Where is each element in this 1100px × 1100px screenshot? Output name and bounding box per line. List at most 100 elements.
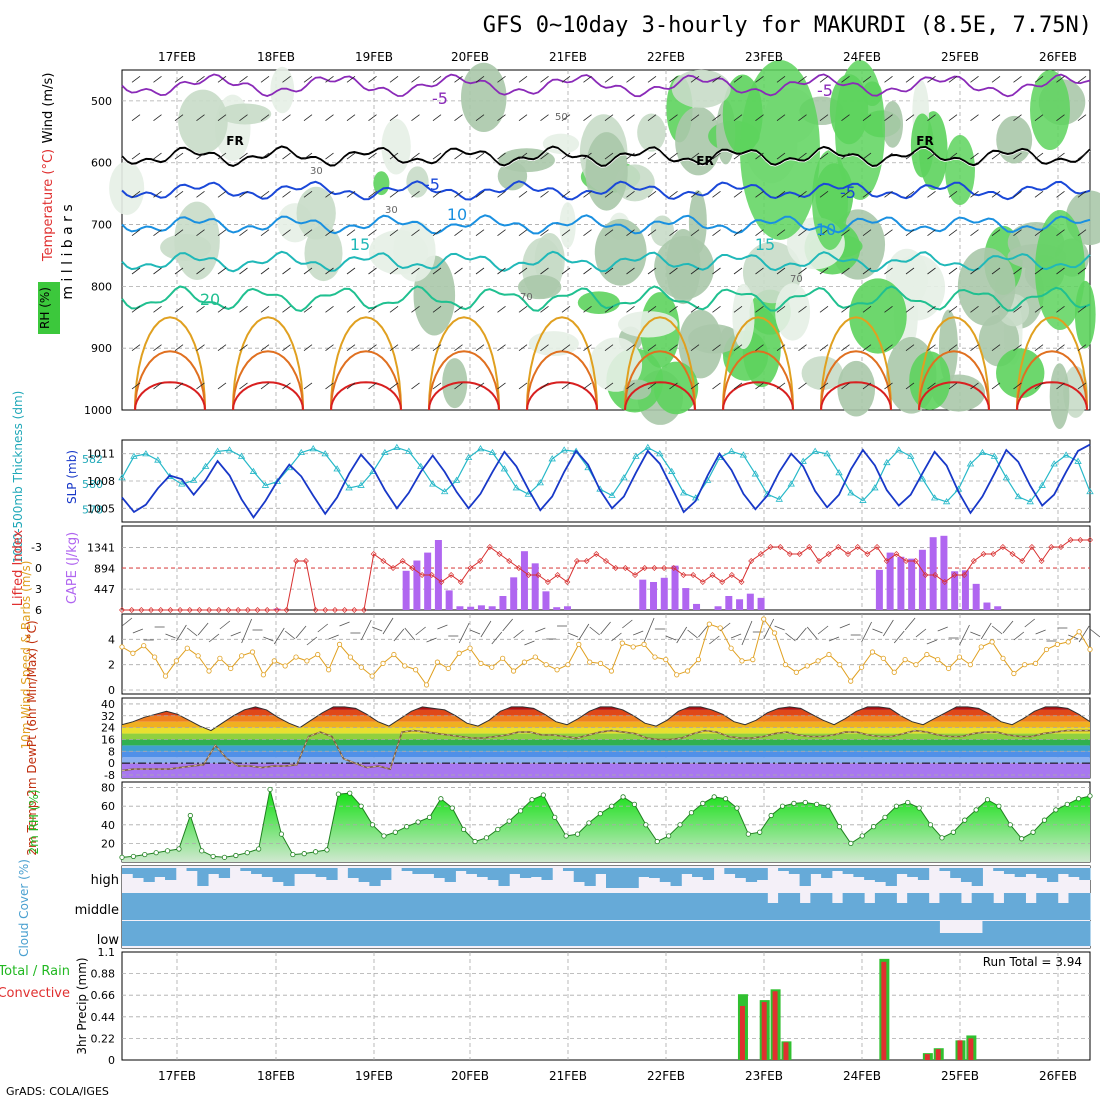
wind-barb — [819, 152, 829, 160]
rh-shading — [594, 218, 647, 286]
li-point — [167, 607, 174, 613]
wind-barb — [260, 229, 270, 236]
cloud-middle-bar — [476, 893, 489, 920]
cloud-high-bar — [218, 868, 231, 878]
wind-barb — [905, 267, 915, 275]
cloud-middle-bar — [272, 893, 284, 920]
wind-barb — [862, 152, 872, 160]
rh-point — [939, 835, 945, 841]
surface-contour — [820, 381, 892, 411]
wind-barb — [948, 344, 958, 351]
slp-tick: 1005 — [87, 502, 115, 515]
rh-point — [597, 811, 603, 817]
li-point — [370, 551, 377, 557]
wind-barb — [497, 267, 506, 275]
wind-barb — [1077, 76, 1087, 83]
wind-barb — [260, 76, 270, 83]
cloud-low-bar — [821, 921, 833, 946]
wind-tick: 4 — [108, 633, 115, 646]
wind-speed-point — [369, 673, 375, 679]
wind-barb — [884, 382, 893, 390]
wind-barb — [733, 229, 743, 236]
temp-color-band — [122, 751, 1090, 758]
rh-shading — [801, 356, 843, 391]
wind-barb — [1056, 267, 1065, 275]
wind-speed-point — [956, 654, 963, 660]
thickness-point — [297, 448, 305, 456]
cloud-low-bar — [1036, 921, 1048, 946]
rh-point — [1087, 793, 1093, 799]
cloud-middle-bar — [433, 893, 446, 920]
wind-barb — [174, 76, 184, 83]
thickness-point — [417, 462, 425, 469]
rh-point — [825, 803, 831, 809]
cloud-middle-bar — [939, 893, 951, 920]
cloud-low-bar — [681, 921, 693, 946]
wind-barb — [432, 76, 442, 83]
wind-speed-point — [848, 678, 854, 684]
wind-speed-point — [619, 640, 625, 646]
wind-barb — [1034, 76, 1044, 83]
thickness-point — [620, 474, 628, 481]
rh-point — [1053, 807, 1059, 813]
thickness-point — [440, 487, 449, 495]
wind-barb — [239, 114, 248, 122]
cloud-high-bar — [950, 868, 962, 878]
wind-barb — [604, 76, 614, 83]
wind-barb — [690, 114, 700, 122]
wind-barb — [497, 152, 506, 160]
wind-barb — [798, 382, 807, 390]
wind-barb — [475, 152, 485, 160]
temp-color-band — [122, 745, 1090, 752]
wind-barb — [1002, 620, 1014, 634]
cloud-middle-bar — [1046, 893, 1059, 920]
wind-barb — [839, 623, 850, 629]
contour-label: -5 — [432, 89, 448, 108]
slp-tick: 1011 — [87, 448, 115, 461]
cape-bar — [671, 565, 679, 610]
wind-barb — [884, 306, 893, 313]
wind-barb — [1077, 229, 1087, 236]
date-label-top: 18FEB — [257, 50, 295, 64]
wind-barb — [282, 191, 291, 198]
wind-speed-point — [674, 672, 680, 678]
cloud-high-bar — [885, 868, 897, 886]
cloud-high-bar — [853, 868, 865, 877]
wind-barb — [131, 114, 141, 122]
wind-barb — [991, 267, 1001, 275]
rh-shading — [304, 225, 343, 282]
wind-barb — [687, 629, 698, 639]
wind-barb — [131, 152, 141, 160]
wind-barb — [776, 382, 786, 390]
li-point — [235, 607, 242, 613]
wind-barb — [1077, 306, 1087, 313]
wind-barb — [861, 621, 872, 643]
thickness-point — [942, 498, 951, 505]
precip-tick: 0 — [108, 1054, 115, 1067]
li-point — [748, 558, 755, 564]
cloud-middle-bar — [874, 893, 887, 920]
thickness-point — [488, 448, 497, 456]
cape-bar — [488, 606, 496, 610]
rh-point — [358, 803, 364, 809]
wind-barb — [325, 382, 334, 390]
wind-barb — [905, 382, 915, 390]
wind-barb — [948, 306, 958, 313]
rh-shading — [393, 220, 436, 282]
contour-label: -5 — [817, 81, 833, 100]
wind-barb — [991, 382, 1001, 390]
wind-barb — [432, 382, 442, 390]
wind-barb — [561, 344, 571, 351]
wind-barb — [497, 306, 506, 313]
cloud-middle-bar — [573, 893, 585, 920]
thickness-point — [500, 465, 509, 472]
wind-barb — [647, 229, 657, 236]
wind-speed-point — [815, 658, 821, 664]
wind-barb — [518, 191, 528, 198]
rh-point — [267, 786, 273, 793]
cloud-high-bar — [541, 868, 553, 880]
wind-barb — [497, 229, 506, 236]
wind-barb — [239, 267, 248, 275]
cloud-low-bar — [165, 921, 177, 946]
cloud-low-bar — [251, 921, 263, 946]
